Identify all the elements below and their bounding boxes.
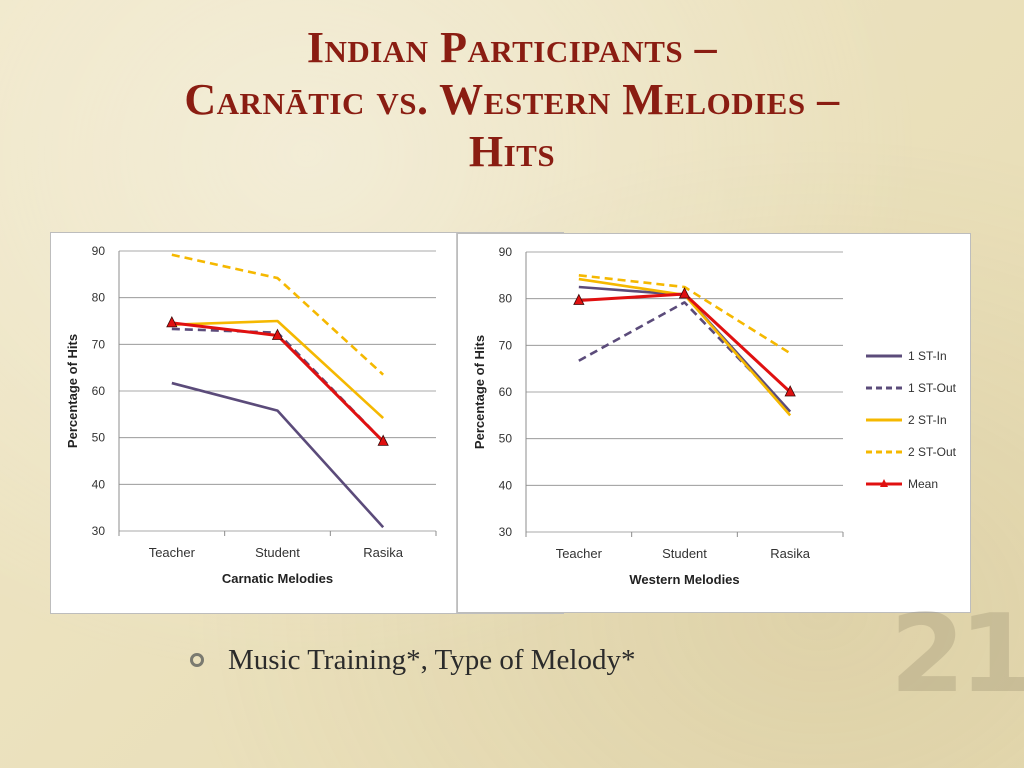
y-tick-label: 70 [92,337,106,351]
y-tick-label: 90 [499,245,513,259]
bullet-text: Music Training*, Type of Melody* [228,643,636,676]
y-tick-label: 90 [92,244,106,258]
y-tick-label: 80 [92,291,106,305]
carnatic-chart: 30 40 50 60 70 80 90 Teacher Student Rasika Carnat… [65,244,437,586]
y-tick-label: 50 [499,432,513,446]
bullet-circle-icon [190,653,204,667]
series-line-2-st-out [578,274,791,355]
title-line-1: Indian Participants – [306,23,718,72]
legend-label-2-st-in: 2 ST-In [908,413,947,427]
series-line-mean [171,321,385,443]
x-tick-label-teacher: Teacher [149,545,196,560]
y-tick-label: 60 [92,384,106,398]
y-tick-label: 50 [92,431,106,445]
title-line-3: Hits [468,127,556,176]
data-point-mean [678,287,691,299]
x-axis-label: Carnatic Melodies [222,571,333,586]
y-tick-label: 30 [499,525,513,539]
y-tick-label: 30 [92,524,106,538]
data-point-mean [377,434,389,446]
western-chart-panel: 30 40 50 60 70 80 90 Teacher Student Rasika Wester… [457,233,971,613]
x-axis-label: Western Melodies [629,572,739,587]
title-line-2: Carnātic vs. Western Melodies – [184,75,840,124]
series-line-1-st-in [578,285,792,413]
slide-number: 21 [890,592,1024,717]
y-tick-label: 40 [92,477,106,491]
legend-label-1-st-in: 1 ST-In [908,349,947,363]
x-tick-label-student: Student [662,546,707,561]
x-tick-label-rasika: Rasika [363,545,404,560]
western-chart: 30 40 50 60 70 80 90 Teacher Student Rasika Wester… [472,245,957,587]
slide-title: Indian Participants – Carnātic vs. Weste… [0,22,1024,178]
series-line-1-st-in [171,381,385,529]
x-tick-label-student: Student [255,545,300,560]
legend-marker [880,479,888,487]
data-point-mean [784,385,796,397]
y-axis-label: Percentage of Hits [65,334,80,448]
y-tick-label: 70 [499,338,513,352]
x-tick-label-teacher: Teacher [556,546,603,561]
data-point-mean [166,315,178,328]
y-tick-label: 40 [499,478,513,492]
data-point-mean [271,328,284,340]
series-line-2-st-in [171,319,385,420]
y-tick-label: 80 [499,292,513,306]
series-line-2-st-out [171,253,385,376]
legend-label-mean: Mean [908,477,938,491]
legend-label-1-st-out: 1 ST-Out [908,381,957,395]
legend-label-2-st-out: 2 ST-Out [908,445,957,459]
y-axis-label: Percentage of Hits [472,335,487,449]
data-point-mean [573,293,585,305]
series-line-1-st-out [578,301,792,413]
bullet-item: Music Training*, Type of Melody* [190,640,635,680]
y-tick-label: 60 [499,385,513,399]
x-tick-label-rasika: Rasika [770,546,811,561]
